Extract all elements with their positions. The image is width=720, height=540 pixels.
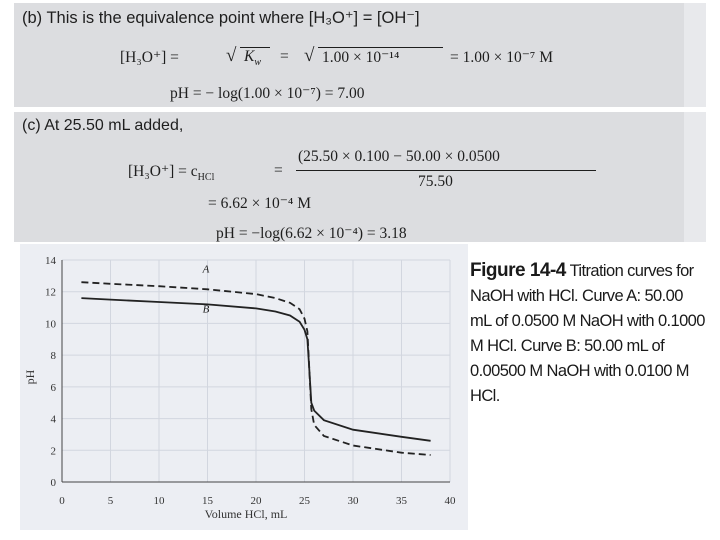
y-tick-label: 0 [51,477,57,489]
part-b-heading: (b) This is the equivalence point where … [22,9,420,27]
curve-label-a: A [202,264,210,276]
part-b-eq1-rhs: = 1.00 × 10⁻⁷ M [450,49,553,66]
figure-panel: 0 5 10 15 20 25 30 35 40 0 2 4 6 8 10 12 14 Volume HCl, m… [20,244,468,530]
curve-b [81,297,431,442]
x-tick-label: 25 [299,495,311,507]
part-c-panel [14,112,706,242]
sqrt-vinculum-2 [318,47,443,48]
x-tick-label: 5 [108,495,114,507]
x-tick-label: 0 [59,495,65,507]
panel-edge [684,3,706,107]
part-b-eq1-mid: = [280,48,289,65]
y-tick-label: 8 [51,350,57,362]
curve-a [81,281,431,456]
y-tick-label: 14 [45,255,57,267]
figure-caption-text: Titration curves for NaOH with HCl. Curv… [470,262,705,405]
y-tick-label: 10 [45,318,57,330]
part-c-numerator: (25.50 × 0.100 − 50.00 × 0.0500 [298,148,500,165]
x-axis-label: Volume HCl, mL [205,507,288,521]
x-tick-label: 30 [348,495,360,507]
part-b-kw: Kw [244,48,262,69]
part-c-ph: pH = −log(6.62 × 10⁻⁴) = 3.18 [216,225,407,242]
part-b-eq1-lhs: [H₃O⁺] = [120,49,179,66]
y-tick-label: 12 [45,287,56,299]
part-b-panel [14,3,706,107]
part-b-sqrt-arg: 1.00 × 10⁻¹⁴ [322,49,400,66]
sqrt-symbol: √ [226,45,237,66]
part-c-result: = 6.62 × 10⁻⁴ M [208,195,311,212]
panel-edge [684,112,706,242]
y-tick-label: 2 [51,445,57,457]
part-c-denominator: 75.50 [418,173,453,190]
figure-caption-box: Figure 14-4 Titration curves for NaOH wi… [470,258,706,434]
x-tick-label: 35 [396,495,408,507]
x-tick-label: 10 [154,495,166,507]
part-c-lhs: [H₃O⁺] = cHCl [128,163,215,184]
part-c-lhs-eq: = [274,162,283,179]
fraction-bar [296,170,596,171]
x-tick-label: 20 [251,495,263,507]
sqrt-vinculum [240,47,270,48]
y-tick-label: 6 [51,382,57,394]
titration-chart: 0 5 10 15 20 25 30 35 40 0 2 4 6 8 10 12 14 Volume HCl, m… [23,255,457,521]
y-axis-label: pH [23,369,37,384]
part-b-ph: pH = − log(1.00 × 10⁻⁷) = 7.00 [170,85,365,102]
figure-caption: Figure 14-4 Titration curves for NaOH wi… [470,258,706,409]
x-tick-label: 40 [445,495,457,507]
part-c-heading: (c) At 25.50 mL added, [22,117,184,134]
curve-label-b: B [203,303,210,315]
y-tick-label: 4 [51,414,57,426]
x-tick-label: 15 [202,495,214,507]
sqrt-symbol-2: √ [304,45,315,66]
figure-label: Figure 14-4 [470,260,566,281]
